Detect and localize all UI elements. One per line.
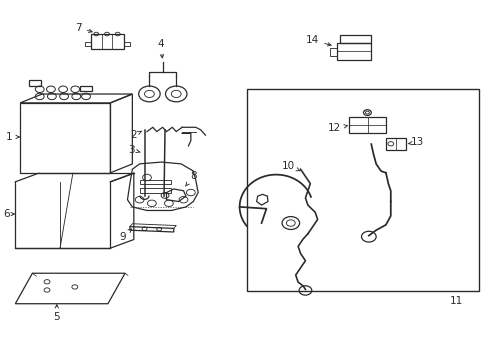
Bar: [85, 42, 91, 46]
Bar: [385, 138, 406, 149]
Text: 3: 3: [128, 144, 140, 154]
Bar: [80, 86, 92, 91]
Text: 12: 12: [327, 123, 346, 133]
Text: 13: 13: [407, 138, 424, 147]
Bar: [124, 42, 130, 46]
Bar: [140, 180, 171, 184]
Text: 7: 7: [75, 23, 92, 33]
Text: 4: 4: [157, 39, 163, 58]
Bar: [20, 103, 110, 173]
Text: 14: 14: [305, 35, 330, 46]
Bar: [336, 42, 370, 60]
Bar: [348, 117, 385, 134]
Bar: [29, 80, 41, 86]
Bar: [339, 35, 370, 42]
Text: 11: 11: [449, 296, 462, 306]
Text: 5: 5: [53, 305, 60, 322]
Text: 9: 9: [119, 229, 131, 242]
Text: 1: 1: [6, 132, 19, 142]
Text: 8: 8: [185, 171, 196, 186]
Bar: [91, 34, 124, 49]
Text: 2: 2: [130, 130, 142, 140]
Bar: [329, 48, 336, 56]
Text: 10: 10: [281, 161, 300, 171]
Text: 6: 6: [3, 209, 14, 219]
Bar: [246, 89, 478, 291]
Bar: [140, 188, 171, 193]
